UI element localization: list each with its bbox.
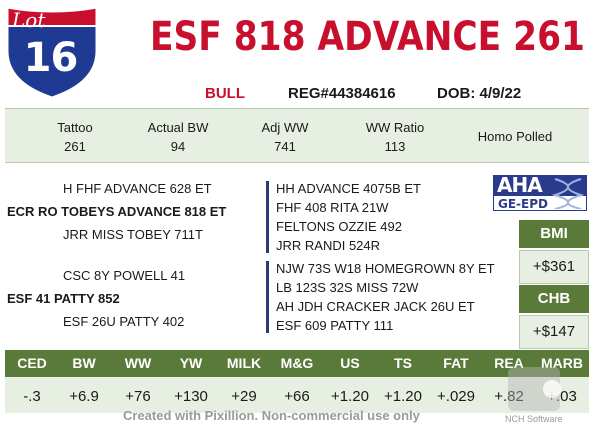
epd-value: +29 [231,388,257,405]
epd-header: FAT [443,355,469,371]
stat-value: 94 [170,139,186,154]
watermark-text: Created with Pixillion. Non-commercial u… [123,408,420,423]
pedigree-sire: ECR RO TOBEYS ADVANCE 818 ET [7,204,227,219]
epd-value: +130 [174,388,208,405]
lot-number: 16 [23,35,79,81]
stat-actual-bw: Actual BW 94 [133,118,223,156]
epd-value-row [5,377,589,413]
epd-value: +.82 [494,388,524,405]
epd-header: MILK [226,355,262,371]
pedigree-dam-dam: ESF 26U PATTY 402 [63,314,185,329]
index-value-chb: +$147 [519,315,589,349]
pedigree-sire-sire: H FHF ADVANCE 628 ET [63,181,212,196]
pedigree-dam-sire: CSC 8Y POWELL 41 [63,268,186,283]
index-label-chb: CHB [519,285,589,313]
watermark-brand: NCH Software [505,414,563,424]
stat-tattoo: Tattoo 261 [35,118,115,156]
epd-header: BW [72,355,96,371]
epd-header: US [340,355,360,371]
watermark-logo-icon [543,380,561,398]
stat-value: 741 [274,139,296,154]
epd-value: +1.20 [384,388,422,405]
pedigree-line: JRR RANDI 524R [276,238,381,253]
stat-homo-polled: Homo Polled [460,127,570,146]
aha-ge-epd-logo: AHA GE-EPD [493,173,587,211]
stat-value: 261 [64,139,86,154]
epd-value: +6.9 [69,388,99,405]
date-of-birth: DOB: 4/9/22 [437,85,522,102]
epd-value: +66 [284,388,310,405]
stat-label: Adj WW [261,120,309,135]
index-label-bmi: BMI [519,220,589,248]
stat-label: Actual BW [147,120,209,135]
pedigree-line: AH JDH CRACKER JACK 26U ET [276,299,475,314]
pedigree-sire-dam: JRR MISS TOBEY 711T [63,227,203,242]
logo-bottom-text: GE-EPD [498,197,548,211]
pedigree-line: NJW 73S W18 HOMEGROWN 8Y ET [276,261,495,276]
pedigree-line: HH ADVANCE 4075B ET [276,181,421,196]
pedigree-line: ESF 609 PATTY 111 [276,318,394,333]
epd-value: -.3 [23,388,41,405]
index-value-bmi: +$361 [519,250,589,284]
lot-shield-icon [5,5,99,100]
epd-header: YW [179,355,203,371]
epd-value: +76 [125,388,151,405]
pedigree-divider [266,181,269,253]
epd-header: REA [494,355,524,371]
animal-name: ESF 818 ADVANCE 261 [150,14,585,60]
pedigree-line: FHF 408 RITA 21W [276,200,389,215]
stat-label: Tattoo [57,120,93,135]
pedigree-line: LB 123S 32S MISS 72W [276,280,419,295]
stat-ww-ratio: WW Ratio 113 [350,118,440,156]
epd-header: WW [124,355,152,371]
epd-header: CED [17,355,47,371]
pedigree-dam: ESF 41 PATTY 852 [7,291,120,306]
epd-header: M&G [280,355,314,371]
lot-label: Lot [12,8,46,32]
epd-value: +1.20 [331,388,369,405]
stat-adj-ww: Adj WW 741 [245,118,325,156]
stat-label: WW Ratio [365,120,425,135]
epd-value: +.029 [437,388,475,405]
dna-helix-icon [551,178,585,209]
stat-label: Homo Polled [477,129,553,144]
epd-header-row [5,350,589,377]
epd-header: MARB [541,355,583,371]
stats-bar: Tattoo 261 Actual BW 94 Adj WW 741 WW Ra… [5,108,589,163]
pedigree-line: FELTONS OZZIE 492 [276,219,402,234]
epd-header: TS [394,355,412,371]
logo-top-text: AHA [497,173,543,197]
pedigree-divider [266,261,269,333]
animal-sex: BULL [205,85,245,102]
stat-value: 113 [384,139,406,154]
registration-number: REG#44384616 [288,85,396,102]
